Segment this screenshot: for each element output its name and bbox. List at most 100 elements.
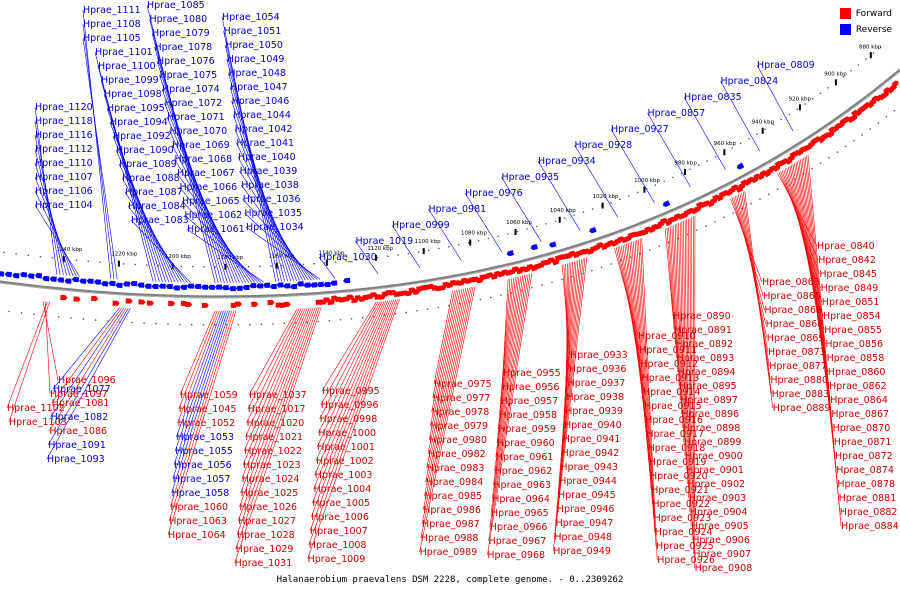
leader-line [318, 301, 383, 434]
leader-line [8, 301, 50, 423]
scale-dot [3, 251, 5, 254]
leader-line [82, 23, 115, 280]
gene-label: Hprae_1004 [314, 484, 372, 495]
gene-label: Hprae_1029 [236, 544, 294, 555]
scale-dot [157, 264, 160, 267]
gene-label: Hprae_1071 [167, 112, 225, 123]
bp-tick-mark [834, 79, 837, 86]
gene-label: Hprae_1060 [170, 502, 228, 513]
gene-label: Hprae_0976 [465, 188, 523, 199]
leader-line [426, 288, 465, 469]
gene-label: Hprae_0871 [834, 437, 892, 448]
leader-line [432, 290, 455, 399]
gene-label: Hprae_1028 [237, 530, 295, 541]
gene-label: Hprae_0926 [657, 555, 715, 566]
reverse-gene [4, 271, 12, 278]
scale-dot [869, 128, 872, 130]
gene-label: Hprae_1091 [48, 440, 106, 451]
scale-dot [426, 308, 429, 311]
scale-dot [516, 230, 519, 233]
gene-label: Hprae_1064 [168, 530, 226, 541]
gene-label: Hprae_0948 [554, 532, 612, 543]
leader-line [427, 288, 463, 455]
forward-gene [112, 300, 120, 306]
scale-dot [561, 278, 563, 281]
gene-label: Hprae_1116 [35, 130, 93, 141]
gene-label: Hprae_1111 [83, 5, 141, 16]
reverse-gene [57, 277, 65, 283]
scale-dot [663, 180, 665, 183]
leader-line [49, 307, 127, 432]
leader-line [555, 258, 584, 524]
leader-line [248, 308, 298, 396]
gene-label: Hprae_1068 [175, 154, 233, 165]
gene-label: Hprae_0869 [767, 333, 825, 344]
gene-label: Hprae_1088 [122, 173, 180, 184]
gene-label: Hprae_1079 [152, 28, 210, 39]
gene-label: Hprae_1031 [235, 558, 293, 569]
gene-label: Hprae_1097 [50, 389, 108, 400]
legend-reverse-label: Reverse [855, 24, 892, 35]
gene-label: Hprae_0842 [818, 255, 876, 266]
forward-gene [842, 116, 850, 124]
leader-line [245, 308, 304, 438]
bp-tick-label: 960 kbp [714, 141, 737, 147]
reverse-gene [79, 278, 87, 284]
forward-gene [759, 170, 767, 178]
forward-gene [327, 299, 335, 306]
scale-dot [500, 294, 502, 296]
reverse-gene [316, 281, 324, 288]
leader-line [314, 300, 389, 476]
gene-label: Hprae_1054 [222, 12, 280, 23]
forward-gene [267, 299, 275, 306]
scale-dot [531, 286, 533, 289]
leader-line [167, 310, 237, 536]
leader-line [173, 310, 226, 466]
scale-dot [387, 255, 389, 258]
gene-label: Hprae_0977 [433, 393, 491, 404]
gene-label: Hprae_1038 [241, 180, 299, 191]
scale-dot [865, 58, 867, 60]
scale-dot [407, 252, 410, 255]
gene-label: Hprae_0867 [831, 409, 889, 420]
leader-line [320, 301, 379, 406]
gene-label: Hprae_1090 [116, 145, 174, 156]
gene-label: Hprae_0936 [569, 364, 627, 375]
gene-label: Hprae_0979 [430, 421, 488, 432]
gene-label: Hprae_1102 [7, 403, 65, 414]
scale-dot [853, 139, 855, 142]
gene-label: Hprae_0964 [492, 494, 550, 505]
leader-line [668, 227, 676, 345]
scale-dot [768, 193, 770, 195]
gene-label: Hprae_1030 [319, 252, 377, 263]
gene-label: Hprae_0906 [692, 535, 750, 546]
bp-tick-label: 1040 kbp [550, 208, 576, 214]
gene-label: Hprae_0983 [427, 463, 485, 474]
reverse-gene [144, 283, 152, 289]
reverse-gene [186, 283, 194, 289]
gene-label: Hprae_0922 [652, 499, 710, 510]
genome-backbone [0, 68, 900, 299]
gene-label: Hprae_1085 [147, 0, 205, 11]
gene-label: Hprae_0998 [320, 414, 378, 425]
gene-label: Hprae_1039 [240, 166, 298, 177]
gene-label: Hprae_0911 [639, 345, 697, 356]
leader-line [574, 144, 618, 218]
bp-tick-mark [761, 127, 764, 134]
scale-dot [448, 245, 450, 248]
leader-line [491, 275, 525, 500]
scale-dot [361, 316, 364, 319]
scale-dot [417, 251, 420, 253]
gene-label: Hprae_0904 [690, 507, 748, 518]
bp-tick-mark [723, 149, 726, 156]
gene-label: Hprae_0910 [638, 331, 696, 342]
gene-label: Hprae_1075 [160, 70, 218, 81]
reverse-gene [151, 283, 159, 290]
gene-label: Hprae_0940 [564, 420, 622, 431]
label-leader-lines [6, 4, 842, 569]
gene-label: Hprae_0889 [773, 403, 831, 414]
gene-label: Hprae_0923 [654, 513, 712, 524]
scale-dot [20, 312, 23, 314]
leader-line [130, 219, 191, 283]
gene-label: Hprae_1098 [104, 89, 162, 100]
